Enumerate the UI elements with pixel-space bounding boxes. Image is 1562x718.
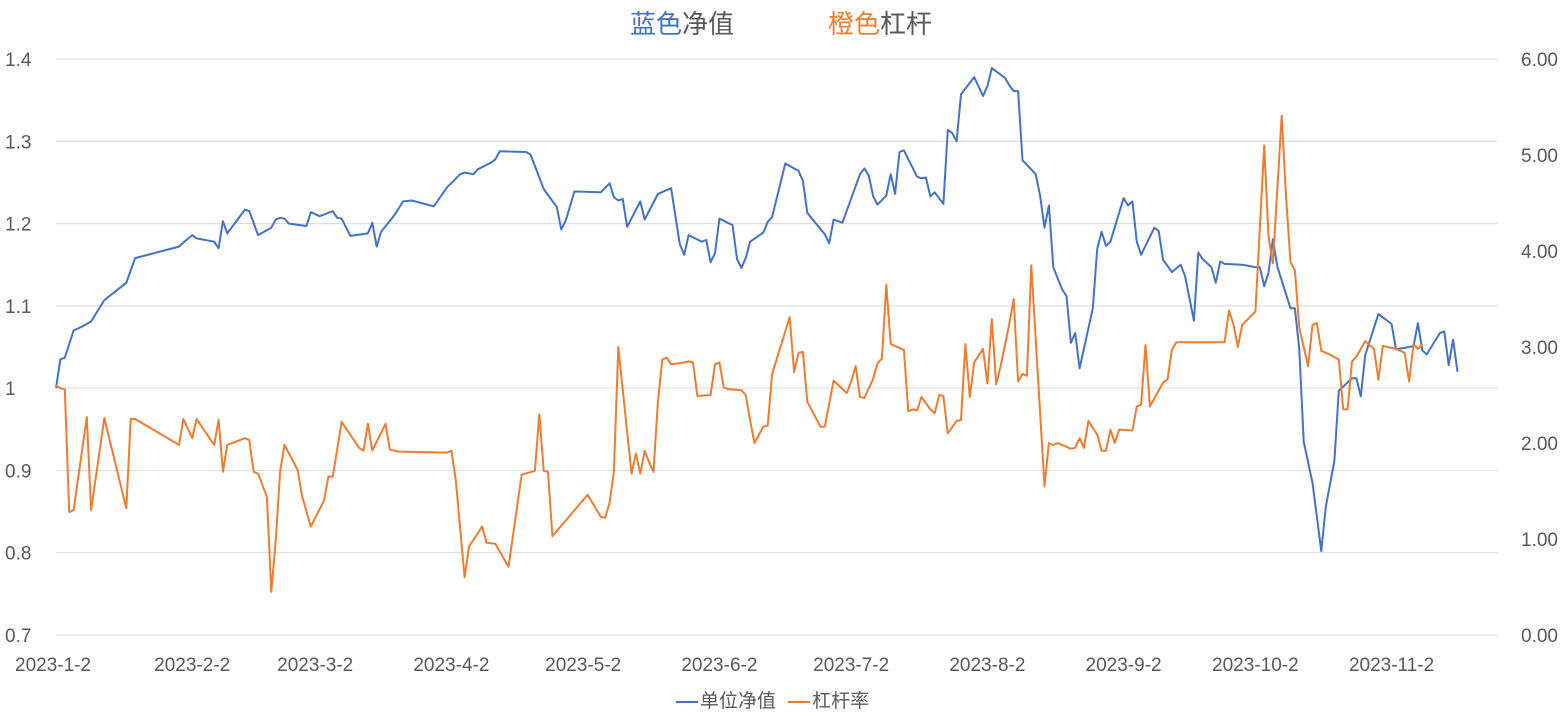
chart-title-left: 蓝色净值: [630, 4, 734, 41]
x-tick-label: 2023-8-2: [949, 655, 1025, 676]
x-tick-label: 2023-9-2: [1086, 655, 1162, 676]
left-y-axis: 0.7 0.8 0.9 1 1.1 1.2 1.3 1.4: [5, 50, 32, 647]
y-right-tick-label: 1.00: [1521, 530, 1558, 551]
y-left-tick-label: 1.2: [5, 215, 31, 236]
title-orange-word: 橙色: [828, 10, 881, 40]
y-left-tick-label: 1.3: [5, 132, 31, 153]
x-tick-label: 2023-7-2: [813, 655, 889, 676]
legend-label-nav: 单位净值: [700, 690, 777, 712]
legend-label-leverage: 杠杆率: [812, 690, 870, 712]
y-right-tick-label: 6.00: [1521, 50, 1558, 71]
y-right-tick-label: 5.00: [1521, 146, 1558, 167]
series-line-leverage: [55, 114, 1424, 593]
x-tick-label: 2023-3-2: [277, 655, 353, 676]
y-right-tick-label: 0.00: [1521, 626, 1558, 647]
y-right-tick-label: 4.00: [1521, 242, 1558, 263]
y-right-tick-label: 2.00: [1521, 434, 1558, 455]
x-tick-label: 2023-5-2: [545, 655, 621, 676]
right-y-axis: 0.00 1.00 2.00 3.00 4.00 5.00 6.00: [1521, 50, 1558, 647]
y-left-tick-label: 0.7: [5, 626, 31, 647]
y-left-tick-label: 1.1: [5, 297, 31, 318]
x-tick-label: 2023-10-2: [1212, 655, 1299, 676]
y-left-tick-label: 0.9: [5, 461, 31, 482]
x-tick-label: 2023-4-2: [413, 655, 489, 676]
series-lines: [55, 67, 1459, 593]
chart-title-right: 橙色杠杆: [828, 4, 932, 41]
legend-swatch-orange: [788, 700, 811, 703]
y-right-tick-label: 3.00: [1521, 338, 1558, 359]
x-tick-label: 2023-11-2: [1349, 655, 1434, 676]
y-left-tick-label: 0.8: [5, 544, 31, 565]
title-blue-word: 蓝色: [630, 10, 683, 40]
legend-item-leverage: 杠杆率: [788, 690, 869, 712]
x-tick-label: 2023-1-2: [15, 655, 91, 676]
legend: 单位净值 杠杆率: [676, 686, 875, 713]
y-left-tick-label: 1.4: [5, 50, 32, 71]
title-leverage-word: 杠杆: [880, 10, 933, 40]
title-nav-word: 净值: [682, 10, 735, 40]
gridlines: [56, 58, 1497, 636]
series-line-nav: [55, 67, 1459, 553]
legend-item-nav: 单位净值: [676, 690, 776, 712]
legend-swatch-blue: [676, 700, 698, 703]
x-tick-label: 2023-2-2: [154, 655, 230, 676]
x-axis: 2023-1-2 2023-2-2 2023-3-2 2023-4-2 2023-5-2…: [15, 655, 1434, 676]
y-left-tick-label: 1: [5, 379, 16, 400]
x-tick-label: 2023-6-2: [681, 655, 757, 676]
